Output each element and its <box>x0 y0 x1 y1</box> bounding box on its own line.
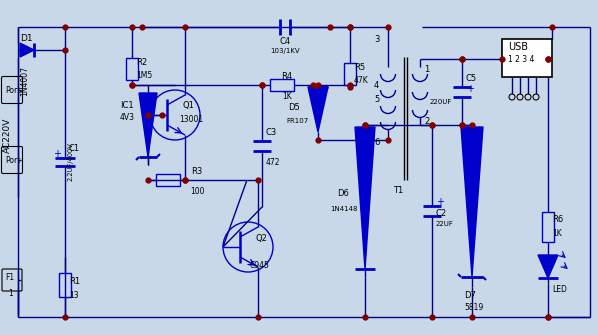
Circle shape <box>509 94 515 100</box>
Text: R3: R3 <box>191 166 203 176</box>
Text: D1: D1 <box>20 34 33 43</box>
Text: USB: USB <box>508 42 528 52</box>
Bar <box>156 174 180 186</box>
Bar <box>344 63 356 85</box>
Circle shape <box>533 94 539 100</box>
Text: AC220V: AC220V <box>3 117 12 153</box>
Text: 1M5: 1M5 <box>136 70 152 79</box>
Text: D7: D7 <box>464 290 476 299</box>
Text: D5: D5 <box>288 103 300 112</box>
Polygon shape <box>538 255 558 278</box>
Text: C5: C5 <box>466 73 477 82</box>
Polygon shape <box>308 87 328 132</box>
Text: 22UF: 22UF <box>436 221 454 227</box>
Text: R4: R4 <box>282 71 292 80</box>
Text: C4: C4 <box>279 37 291 46</box>
Text: C2: C2 <box>436 208 447 217</box>
Text: +: + <box>53 149 61 159</box>
Text: R2: R2 <box>136 58 147 67</box>
Text: 220UF: 220UF <box>430 99 452 105</box>
Text: Port: Port <box>5 155 20 164</box>
Circle shape <box>525 94 531 100</box>
Bar <box>542 212 554 242</box>
Text: 103/1KV: 103/1KV <box>270 48 300 54</box>
Text: C945: C945 <box>250 261 270 269</box>
Text: R1: R1 <box>69 276 80 285</box>
Text: Q1: Q1 <box>183 100 195 110</box>
Text: 47K: 47K <box>354 75 369 84</box>
Circle shape <box>517 94 523 100</box>
Text: 5: 5 <box>374 94 379 104</box>
Text: IC1: IC1 <box>120 100 133 110</box>
Text: 6: 6 <box>374 137 379 146</box>
Text: 5819: 5819 <box>464 303 483 312</box>
Text: C3: C3 <box>266 128 277 136</box>
Bar <box>59 273 71 297</box>
Text: Port: Port <box>5 85 20 94</box>
Bar <box>270 79 294 91</box>
Bar <box>502 39 552 77</box>
Text: FR107: FR107 <box>286 118 308 124</box>
Text: LED: LED <box>552 284 567 293</box>
Polygon shape <box>355 127 375 269</box>
Text: 3: 3 <box>374 35 379 44</box>
Text: 13: 13 <box>69 290 78 299</box>
Text: 13001: 13001 <box>179 115 203 124</box>
Text: 1: 1 <box>424 65 429 73</box>
Polygon shape <box>139 93 157 157</box>
Text: 1K: 1K <box>552 228 562 238</box>
Text: R5: R5 <box>354 63 365 71</box>
Text: +: + <box>466 84 474 94</box>
Text: 100: 100 <box>190 187 205 196</box>
Text: 2.2UF/400V: 2.2UF/400V <box>68 143 74 181</box>
Text: +: + <box>436 197 444 207</box>
Text: T1: T1 <box>393 186 403 195</box>
Bar <box>126 58 138 80</box>
Text: 4V3: 4V3 <box>120 113 135 122</box>
Text: Q2: Q2 <box>256 234 268 244</box>
Text: 1 2 3 4: 1 2 3 4 <box>508 55 535 64</box>
Text: 1K: 1K <box>282 91 292 100</box>
Text: 1N4148: 1N4148 <box>330 206 358 212</box>
Text: 4: 4 <box>374 80 379 89</box>
Text: F1: F1 <box>5 273 14 282</box>
Polygon shape <box>20 43 34 57</box>
Text: 2: 2 <box>424 117 429 126</box>
Text: R6: R6 <box>552 214 563 223</box>
Text: 472: 472 <box>266 157 280 166</box>
Text: 1N4007: 1N4007 <box>20 66 29 96</box>
Text: 1: 1 <box>8 289 13 298</box>
Polygon shape <box>461 127 483 277</box>
Text: C1: C1 <box>68 143 79 152</box>
Text: D6: D6 <box>337 189 349 198</box>
